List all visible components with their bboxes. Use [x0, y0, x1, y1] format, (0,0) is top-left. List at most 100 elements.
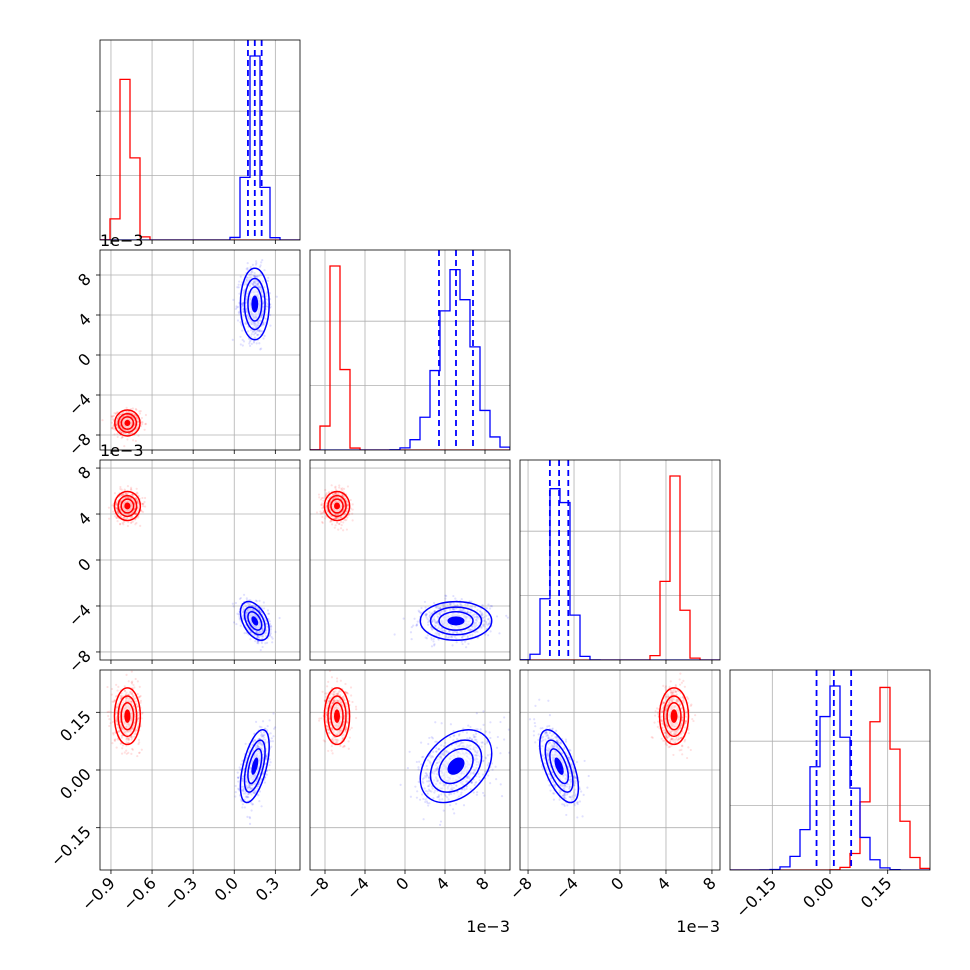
sample-point — [134, 497, 138, 500]
sample-point — [254, 263, 258, 266]
sample-point — [455, 641, 458, 644]
sample-point — [123, 445, 126, 448]
sample-point — [122, 492, 125, 495]
sample-point — [250, 276, 253, 279]
sample-point — [139, 409, 142, 413]
sample-point — [250, 342, 253, 346]
sample-point — [338, 486, 341, 489]
sample-point — [242, 340, 246, 343]
sample-point — [351, 508, 354, 511]
sample-point — [135, 497, 138, 501]
sample-point — [259, 630, 262, 633]
sample-point — [467, 642, 470, 645]
sample-point — [236, 612, 239, 615]
sample-point — [124, 493, 127, 496]
sample-point — [237, 613, 240, 616]
sample-point — [437, 627, 440, 630]
sample-point — [242, 610, 245, 614]
sample-point — [248, 603, 251, 607]
sample-point — [336, 520, 339, 524]
sample-point — [339, 520, 343, 523]
sample-point — [121, 744, 125, 747]
sample-point — [119, 508, 122, 511]
sample-point — [132, 520, 135, 523]
sample-point — [265, 291, 268, 294]
sample-point — [463, 640, 467, 643]
sample-point — [116, 511, 119, 515]
sample-point — [263, 269, 266, 272]
sample-point — [131, 515, 134, 519]
sample-point — [342, 495, 345, 498]
sample-point — [136, 420, 139, 423]
sample-point — [253, 322, 256, 325]
sample-point — [334, 516, 337, 519]
sample-point — [256, 324, 259, 327]
sample-point — [257, 636, 260, 640]
sample-point — [246, 609, 249, 612]
sample-point — [253, 271, 256, 275]
sample-point — [255, 262, 258, 265]
sample-point — [135, 408, 138, 411]
sample-point — [346, 503, 349, 506]
sample-point — [252, 330, 255, 333]
sample-point — [122, 520, 126, 523]
sample-point — [267, 612, 271, 615]
sample-point — [237, 283, 240, 286]
sample-point — [278, 616, 281, 620]
panel-1-1 — [309, 249, 511, 454]
sample-point — [125, 495, 129, 499]
sample-point — [262, 323, 266, 326]
sample-point — [252, 605, 255, 608]
sample-point — [248, 276, 252, 279]
sample-point — [460, 598, 463, 601]
panel-2-2 — [519, 459, 721, 664]
sample-point — [261, 628, 264, 631]
sample-point — [234, 307, 237, 311]
sample-point — [245, 597, 248, 600]
sample-point — [259, 348, 262, 351]
sample-point — [264, 317, 268, 320]
sample-point — [260, 316, 263, 319]
sample-point — [268, 634, 271, 637]
sample-point — [235, 622, 238, 626]
sample-point — [137, 420, 140, 423]
sample-point — [252, 323, 255, 326]
sample-point — [140, 748, 143, 751]
sample-point — [140, 502, 143, 505]
sample-point — [127, 414, 130, 417]
sample-point — [341, 493, 344, 496]
sample-point — [241, 302, 244, 305]
sample-point — [133, 508, 136, 511]
sample-point — [346, 509, 349, 513]
sample-point — [255, 323, 258, 326]
sample-point — [135, 427, 138, 431]
sample-point — [259, 285, 262, 289]
sample-point — [127, 410, 130, 414]
sample-point — [257, 274, 260, 278]
sample-point — [258, 630, 261, 634]
sample-point — [261, 620, 264, 623]
sample-point — [246, 608, 249, 611]
sample-point — [319, 510, 322, 513]
sample-point — [134, 512, 138, 516]
sample-point — [139, 701, 142, 704]
sample-point — [110, 427, 114, 430]
sample-point — [318, 496, 321, 499]
sample-point — [259, 285, 262, 289]
sample-point — [321, 515, 324, 519]
sample-point — [118, 522, 122, 526]
sample-point — [126, 496, 129, 499]
sample-point — [246, 608, 249, 611]
sample-point — [349, 507, 353, 510]
sample-point — [246, 611, 249, 615]
sample-point — [261, 296, 264, 299]
sample-point — [241, 301, 244, 305]
sample-point — [248, 344, 252, 347]
sample-point — [423, 600, 427, 604]
sample-point — [257, 285, 260, 288]
sample-point — [245, 308, 248, 311]
sample-point — [336, 521, 339, 525]
sample-point — [239, 275, 242, 278]
sample-point — [254, 599, 258, 602]
